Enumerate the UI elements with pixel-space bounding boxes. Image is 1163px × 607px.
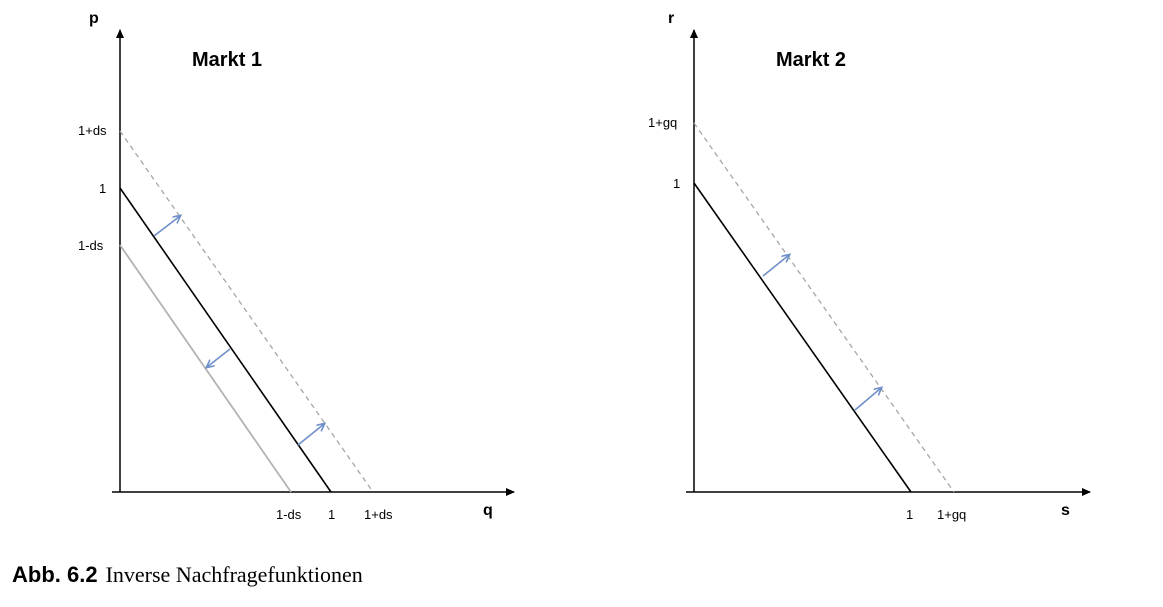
demand-line-shifted-up — [693, 122, 955, 493]
shift-arrow-down — [207, 348, 231, 367]
panel-markt-2: r s Markt 2 1+gq 1 1 1+gq — [648, 10, 1091, 522]
figure-caption: Abb. 6.2 Inverse Nachfragefunktionen — [12, 562, 363, 588]
x-tick-1: 1 — [906, 507, 913, 522]
panel-markt-1: p q Markt 1 1+ds 1 1-ds 1-ds 1 1+ds — [78, 10, 515, 522]
x-tick-1: 1 — [328, 507, 335, 522]
y-tick-1-plus-gq: 1+gq — [648, 115, 677, 130]
caption-number: Abb. 6.2 — [12, 562, 98, 587]
x-axis-label-q: q — [483, 502, 493, 519]
x-tick-1-plus-ds: 1+ds — [364, 507, 393, 522]
x-axis-label-s: s — [1061, 502, 1070, 519]
x-tick-1-plus-gq: 1+gq — [937, 507, 966, 522]
demand-line-original — [693, 182, 912, 493]
y-tick-1-plus-ds: 1+ds — [78, 123, 107, 138]
x-tick-1-minus-ds: 1-ds — [276, 507, 302, 522]
y-axis-label-p: p — [89, 10, 99, 27]
demand-line-shifted-down — [119, 244, 292, 493]
shift-arrow-up-1 — [153, 216, 180, 237]
y-tick-1-minus-ds: 1-ds — [78, 238, 104, 253]
y-tick-1: 1 — [99, 181, 106, 196]
y-axis-label-r: r — [668, 10, 674, 27]
caption-text: Inverse Nachfragefunktionen — [105, 562, 363, 587]
shift-arrow-up-2 — [854, 388, 881, 411]
shift-arrow-up-1 — [762, 255, 789, 277]
y-tick-1: 1 — [673, 176, 680, 191]
panel-title-markt-1: Markt 1 — [192, 49, 262, 71]
demand-line-original — [119, 187, 332, 493]
shift-arrow-up-2 — [297, 424, 324, 446]
panel-title-markt-2: Markt 2 — [776, 49, 846, 71]
demand-line-shifted-up — [119, 130, 374, 493]
